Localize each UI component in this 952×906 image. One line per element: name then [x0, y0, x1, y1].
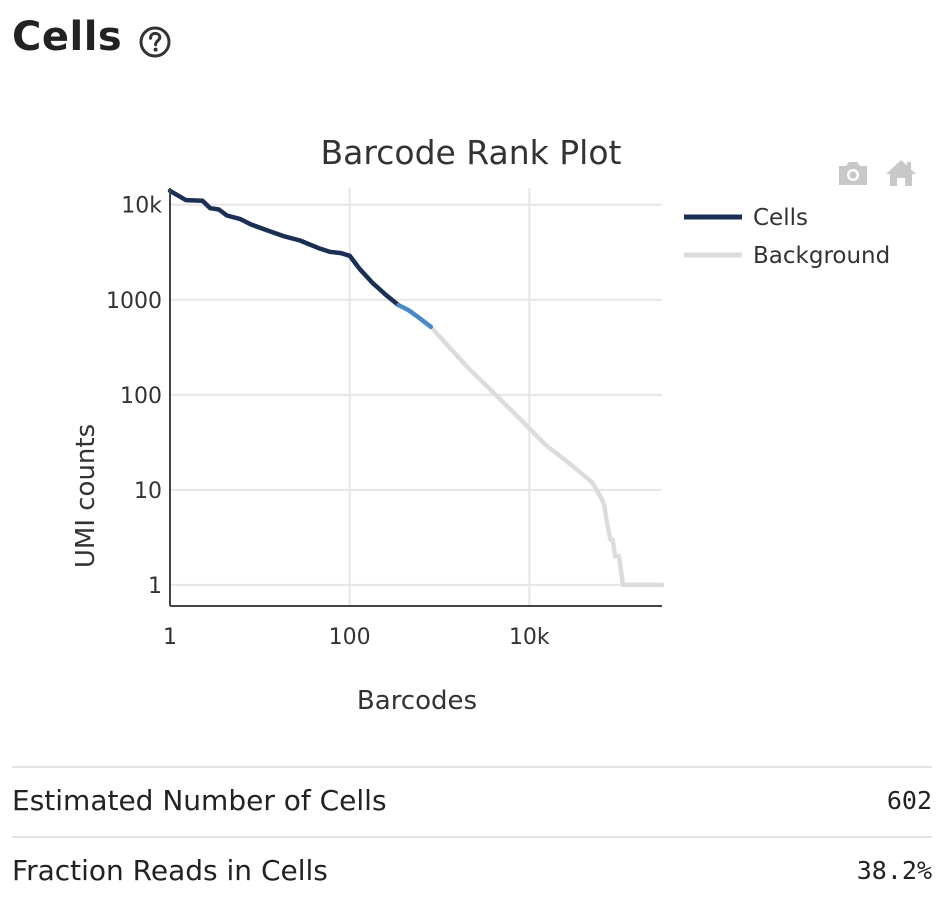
x-tick-label: 10k	[509, 625, 550, 650]
series-line-cells	[396, 302, 434, 330]
metric-label: Estimated Number of Cells	[12, 783, 387, 817]
chart-title: Barcode Rank Plot	[321, 133, 622, 172]
y-tick-label: 1000	[106, 289, 162, 314]
grid-lines	[170, 188, 662, 606]
series-lines	[167, 188, 665, 588]
chart-canvas: Barcode Rank Plot 1 100 10k 1 10 100 1000 10k B…	[71, 133, 890, 716]
camera-icon[interactable]	[836, 158, 870, 188]
tick-labels: 1 100 10k 1 10 100 1000 10k	[106, 194, 550, 650]
y-tick-label: 10k	[121, 194, 162, 219]
section-title: Cells	[12, 14, 123, 60]
axes	[169, 188, 662, 607]
legend-label: Background	[753, 243, 890, 269]
x-tick-label: 100	[329, 625, 371, 650]
section-header: Cells	[12, 14, 172, 60]
metric-row-estimated-cells: Estimated Number of Cells 602	[12, 766, 932, 836]
metrics-table: Estimated Number of Cells 602 Fraction R…	[12, 766, 932, 906]
y-tick-label: 1	[148, 574, 162, 599]
y-tick-label: 10	[134, 479, 162, 504]
metric-label: Fraction Reads in Cells	[12, 853, 328, 887]
metric-value: 602	[886, 785, 932, 815]
metric-row-fraction-reads: Fraction Reads in Cells 38.2%	[12, 836, 932, 906]
legend-item-cells: Cells	[684, 205, 808, 231]
question-circle-icon[interactable]	[138, 25, 172, 59]
series-line-cells	[167, 188, 401, 308]
y-tick-label: 100	[120, 384, 162, 409]
x-axis-label: Barcodes	[357, 686, 477, 716]
x-tick-label: 1	[163, 625, 177, 650]
metric-value: 38.2%	[856, 855, 932, 885]
legend-label: Cells	[753, 205, 808, 231]
barcode-rank-chart: Barcode Rank Plot 1 100 10k 1 10 100 1000 10k B…	[0, 100, 952, 740]
legend-item-background: Background	[684, 243, 890, 269]
series-line-background	[428, 324, 665, 588]
y-axis-label: UMI counts	[71, 424, 101, 568]
chart-modebar	[836, 158, 918, 188]
chart-legend: Cells Background	[684, 205, 890, 269]
home-icon[interactable]	[884, 158, 918, 188]
